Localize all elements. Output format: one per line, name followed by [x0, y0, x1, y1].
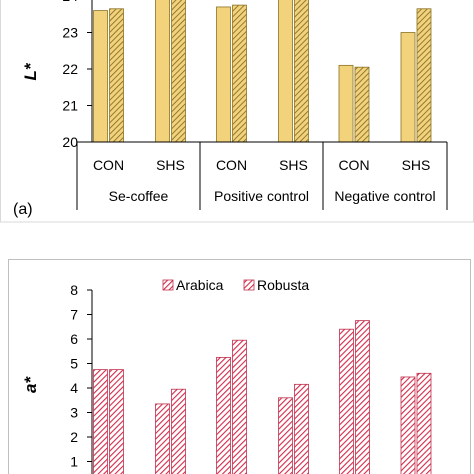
y-tick-label: 6 — [70, 331, 78, 347]
legend-label-arabica: Arabica — [176, 277, 224, 293]
bar-arabica-cat-3 — [216, 356, 231, 474]
bar-series-1-cat-2 — [155, 0, 170, 143]
y-tick-label: 22 — [62, 61, 78, 77]
legend-label-robusta: Robusta — [257, 277, 309, 293]
bar-series-2-cat-4 — [294, 0, 309, 143]
chart-panel-a: 20 21 22 23 24 L* CON SHS CON SHS CON SHS Se-coff… — [13, 0, 448, 218]
category-label: CON — [216, 157, 247, 173]
y-tick-label: 8 — [70, 282, 78, 298]
category-label: CON — [338, 157, 369, 173]
panel-b-y-axis-label: a* — [21, 376, 40, 393]
y-tick-label: 1 — [70, 454, 78, 470]
y-tick-label: 7 — [70, 307, 78, 323]
bar-series-1-cat-1 — [93, 10, 108, 143]
bar-arabica-cat-6 — [400, 376, 416, 474]
chart-panel-b: Arabica Robusta 1 2 3 4 5 6 7 8 a* — [8, 259, 471, 474]
panel-frame-b — [8, 259, 471, 474]
legend-swatch-robusta — [243, 279, 255, 291]
category-label: SHS — [279, 157, 308, 173]
bar-series-2-cat-1 — [109, 8, 124, 143]
category-label: SHS — [156, 157, 185, 173]
panel-a-category-labels: CON SHS CON SHS CON SHS — [93, 157, 430, 173]
panel-b-y-ticks: 1 2 3 4 5 6 7 8 — [70, 282, 92, 470]
bar-series-1-cat-5 — [338, 64, 354, 143]
panel-a-bars — [93, 0, 432, 143]
bar-arabica-cat-2 — [155, 403, 170, 474]
bar-robusta-cat-1 — [109, 369, 124, 474]
y-tick-label: 2 — [70, 429, 78, 445]
y-tick-label: 3 — [70, 405, 78, 421]
y-tick-label: 23 — [62, 25, 78, 41]
panel-a-y-ticks: 20 21 22 23 24 — [62, 0, 92, 150]
bar-robusta-cat-3 — [232, 339, 247, 474]
bar-robusta-cat-4 — [294, 383, 309, 474]
panel-a-y-axis-label: L* — [21, 62, 40, 80]
y-tick-label: 24 — [62, 0, 78, 4]
legend-swatch-arabica — [162, 279, 174, 291]
bar-robusta-cat-2 — [171, 388, 186, 474]
bar-series-2-cat-5 — [354, 66, 370, 143]
bar-series-1-cat-4 — [278, 0, 293, 143]
bar-series-1-cat-6 — [400, 32, 416, 143]
panel-a-group-labels: Se-coffee Positive control Negative contro… — [109, 188, 436, 204]
panel-a-label: (a) — [13, 201, 33, 218]
y-tick-label: 4 — [70, 380, 78, 396]
bar-arabica-cat-5 — [339, 328, 354, 474]
panel-b-bars — [93, 320, 432, 474]
bar-series-2-cat-2 — [171, 0, 186, 143]
category-label: SHS — [402, 157, 431, 173]
group-label: Se-coffee — [109, 188, 169, 204]
y-tick-label: 20 — [62, 134, 78, 150]
y-tick-label: 21 — [62, 98, 78, 114]
bar-arabica-cat-1 — [93, 369, 108, 474]
bar-arabica-cat-4 — [278, 397, 293, 474]
panel-b-legend: Arabica Robusta — [162, 277, 309, 293]
category-label: CON — [93, 157, 124, 173]
bar-robusta-cat-6 — [416, 372, 432, 474]
bar-robusta-cat-5 — [355, 320, 370, 474]
group-label: Positive control — [214, 188, 309, 204]
panel-a-group-dividers — [76, 142, 448, 210]
y-tick-label: 5 — [70, 356, 78, 372]
bar-series-1-cat-3 — [216, 6, 231, 143]
bar-series-2-cat-6 — [416, 8, 432, 143]
group-label: Negative control — [334, 188, 435, 204]
bar-series-2-cat-3 — [232, 4, 247, 143]
